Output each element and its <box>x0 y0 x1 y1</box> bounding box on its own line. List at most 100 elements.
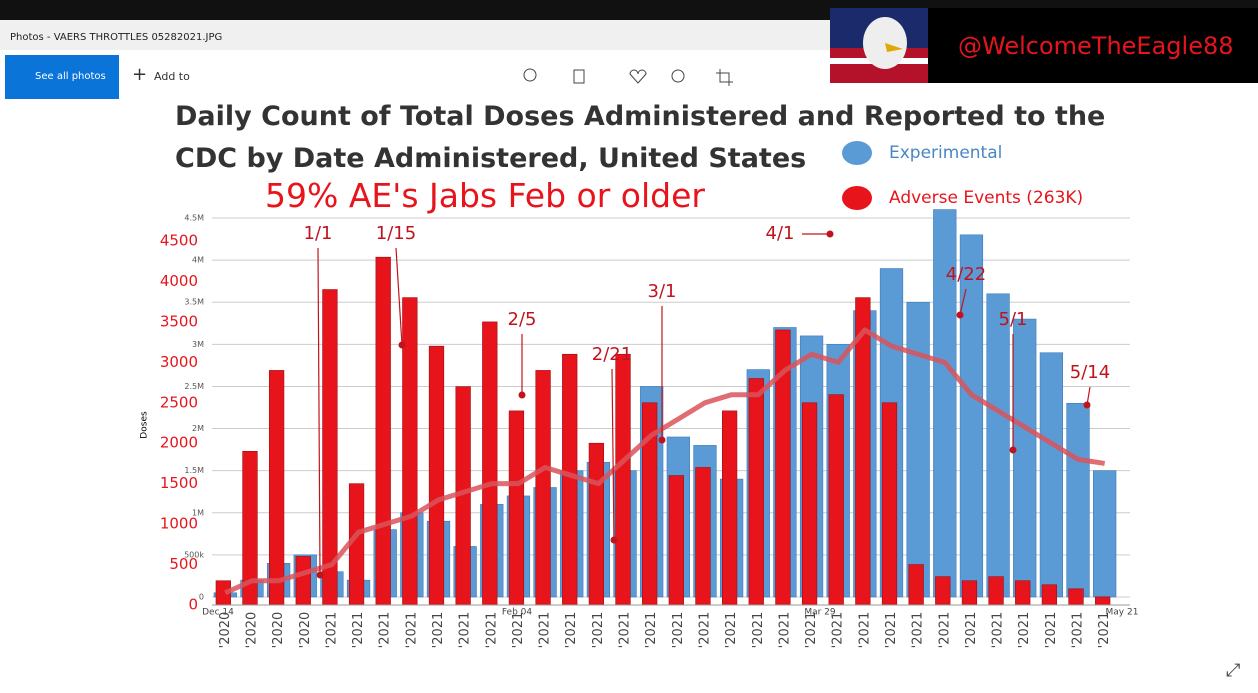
x-tick-label: '2021 <box>538 612 553 649</box>
event-bar <box>429 346 444 605</box>
arrow-head <box>1010 447 1017 454</box>
annotation: 2/21 <box>592 344 632 365</box>
chart: 0500k1M1.5M2M2.5M3M3.5M4M4.5M05001000150… <box>0 0 1258 693</box>
event-bar <box>669 476 684 605</box>
event-bar <box>989 577 1004 605</box>
event-bar <box>616 354 631 605</box>
x-tick-label: '2021 <box>618 612 633 649</box>
x-tick-label: '2021 <box>378 612 393 649</box>
x-tick-label: '2020 <box>271 612 286 649</box>
date-label: May 21 <box>1106 608 1139 618</box>
date-label: Mar 29 <box>804 608 836 618</box>
x-tick-label: '2021 <box>591 612 606 649</box>
y2-tick-label: 4000 <box>160 272 198 290</box>
dose-bar <box>1067 403 1090 597</box>
y-tick-label: 3M <box>192 340 204 349</box>
y2-tick-label: 2500 <box>160 393 198 411</box>
arrow-head <box>399 342 406 349</box>
expand-icon[interactable]: ⤢ <box>1226 660 1240 681</box>
page: {"window":{"title":"Photos - VAERS THROT… <box>0 0 1258 693</box>
event-bar <box>1095 597 1110 605</box>
y-tick-label: 0 <box>199 593 204 602</box>
legend-marker <box>842 186 872 210</box>
annotation: 3/1 <box>648 281 677 302</box>
event-bar <box>1042 585 1057 605</box>
annotation: 1/1 <box>304 223 333 244</box>
y2-tick-label: 500 <box>169 555 198 573</box>
x-tick-label: '2021 <box>937 612 952 649</box>
x-tick-label: '2021 <box>564 612 579 649</box>
annotation: 5/1 <box>999 309 1028 330</box>
event-bar <box>935 577 950 605</box>
event-bar <box>722 411 737 605</box>
x-tick-label: '2021 <box>1044 612 1059 649</box>
y-tick-label: 4.5M <box>184 214 204 223</box>
x-tick-label: '2021 <box>964 612 979 649</box>
event-bar <box>562 354 577 605</box>
arrow-head <box>659 437 666 444</box>
x-tick-label: '2021 <box>1017 612 1032 649</box>
x-tick-label: '2021 <box>697 612 712 649</box>
x-tick-label: '2021 <box>857 612 872 649</box>
event-bar <box>829 395 844 605</box>
x-tick-label: '2021 <box>404 612 419 649</box>
y2-tick-label: 3000 <box>160 353 198 371</box>
x-tick-label: '2021 <box>751 612 766 649</box>
x-tick-label: '2021 <box>644 612 659 649</box>
y-tick-label: 3.5M <box>184 298 204 307</box>
y2-tick-label: 2000 <box>160 434 198 452</box>
event-bar <box>802 403 817 605</box>
annotation-arrow <box>318 248 320 575</box>
annotation: 1/15 <box>376 223 416 244</box>
x-tick-label: '2021 <box>1071 612 1086 649</box>
annotation-arrow <box>612 369 614 540</box>
arrow-head <box>1084 402 1091 409</box>
legend-label: Adverse Events (263K) <box>889 188 1083 208</box>
y2-tick-label: 1000 <box>160 515 198 533</box>
legend-marker <box>842 141 872 165</box>
arrow-head <box>611 537 618 544</box>
date-label: Dec 14 <box>202 608 234 618</box>
legend-label: Experimental <box>889 143 1002 163</box>
arrow-head <box>957 312 964 319</box>
event-bar <box>1069 589 1084 605</box>
arrow-head <box>317 572 324 579</box>
event-bar <box>882 403 897 605</box>
dose-bar <box>1040 353 1063 597</box>
x-tick-label: '2021 <box>991 612 1006 649</box>
x-tick-label: '2021 <box>484 612 499 649</box>
y2-tick-label: 3500 <box>160 312 198 330</box>
event-bar <box>482 322 497 605</box>
y-tick-label: 2M <box>192 424 204 433</box>
y-tick-label: 2.5M <box>184 382 204 391</box>
event-bar <box>1015 581 1030 605</box>
event-bar <box>509 411 524 605</box>
event-bar <box>749 379 764 605</box>
y2-tick-label: 4500 <box>160 232 198 250</box>
event-bar <box>696 467 711 605</box>
x-tick-label: '2021 <box>458 612 473 649</box>
annotation-arrow <box>396 248 402 345</box>
x-tick-label: '2021 <box>724 612 739 649</box>
event-bar <box>589 443 604 605</box>
x-tick-label: '2021 <box>351 612 366 649</box>
dose-bar <box>1013 319 1036 597</box>
event-bar <box>909 565 924 605</box>
x-tick-label: '2020 <box>298 612 313 649</box>
dose-bar <box>907 302 930 597</box>
y2-tick-label: 0 <box>188 596 198 614</box>
x-tick-label: '2020 <box>244 612 259 649</box>
event-bar <box>536 370 551 605</box>
x-tick-label: '2021 <box>671 612 686 649</box>
x-tick-label: '2021 <box>911 612 926 649</box>
event-bar <box>296 556 311 605</box>
y2-tick-label: 1500 <box>160 474 198 492</box>
date-label: Feb 04 <box>502 608 533 618</box>
annotation: 4/22 <box>946 264 986 285</box>
event-bar <box>856 298 871 605</box>
annotation: 5/14 <box>1070 362 1110 383</box>
dose-bar <box>987 294 1010 597</box>
x-tick-label: '2021 <box>431 612 446 649</box>
x-tick-label: '2021 <box>884 612 899 649</box>
y-tick-label: 4M <box>192 256 204 265</box>
